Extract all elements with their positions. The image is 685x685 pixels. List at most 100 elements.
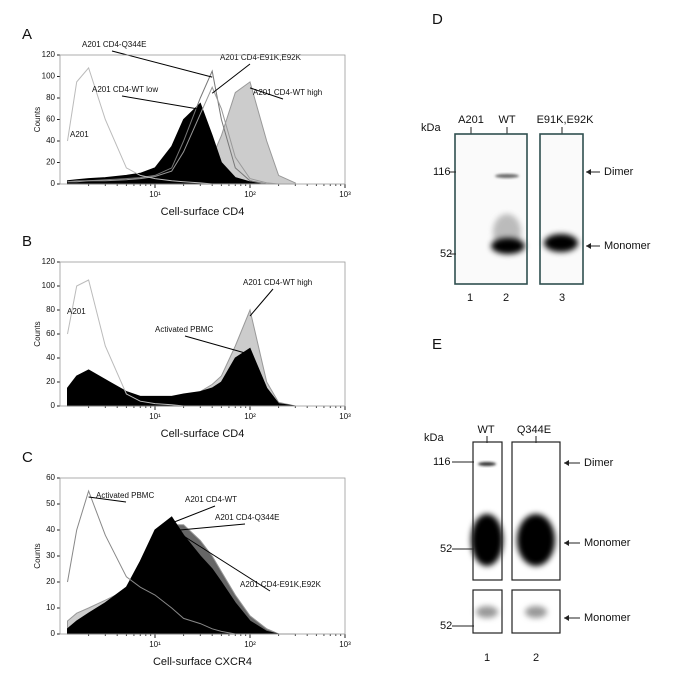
series-label: A201 CD4-WT high: [243, 278, 312, 287]
x-tick-label: 10²: [244, 190, 256, 199]
y-tick-label: 40: [46, 136, 55, 145]
y-axis-label: Counts: [33, 543, 42, 568]
marker: 52: [440, 543, 452, 555]
blot-frame: [511, 441, 561, 581]
y-tick-label: 80: [46, 93, 55, 102]
x-tick-label: 10²: [244, 640, 256, 649]
histogram: [67, 347, 296, 407]
panel-letter: A: [22, 26, 32, 43]
band: [491, 238, 525, 254]
y-tick-label: 20: [46, 377, 55, 386]
unit: kDa: [424, 432, 444, 444]
lane-number: 3: [559, 292, 565, 304]
x-tick-label: 10²: [244, 412, 256, 421]
lane-label: A201: [458, 114, 484, 126]
band: [476, 606, 498, 618]
x-axis-label: Cell-surface CD4: [161, 428, 245, 440]
band: [544, 234, 578, 252]
arrowhead: [564, 540, 569, 546]
leader-line: [249, 87, 284, 100]
series-label: Activated PBMC: [96, 491, 154, 500]
plot-frame: [59, 477, 346, 635]
plot-frame: [59, 54, 346, 185]
y-axis-label: Counts: [33, 321, 42, 346]
histogram: [67, 86, 296, 185]
lane-label: WT: [477, 424, 494, 436]
marker: 52: [440, 248, 452, 260]
blot-e: E kDa WT Q344E 116 52 52 Dimer Monomer M…: [424, 336, 631, 664]
y-tick-label: 100: [42, 72, 56, 81]
lane-number: 2: [503, 292, 509, 304]
leader-line: [121, 95, 201, 110]
band-label: Monomer: [584, 537, 631, 549]
leader-line: [211, 63, 251, 94]
y-tick-label: 100: [42, 281, 56, 290]
marker: 52: [440, 620, 452, 632]
plot-frame: [59, 261, 346, 407]
y-tick-label: 0: [51, 179, 56, 188]
y-tick-label: 20: [46, 158, 55, 167]
series-label: A201 CD4-WT high: [253, 88, 322, 97]
series-label: A201: [70, 130, 89, 139]
band-label: Monomer: [604, 240, 651, 252]
y-tick-label: 80: [46, 305, 55, 314]
blot-frame: [539, 133, 584, 285]
x-tick-label: 10¹: [149, 640, 161, 649]
y-tick-label: 120: [42, 50, 56, 59]
band: [495, 174, 519, 178]
blot: [540, 134, 583, 284]
lane-label: Q344E: [517, 424, 551, 436]
marker: 116: [433, 456, 451, 468]
x-tick-label: 10³: [339, 412, 351, 421]
y-tick-label: 30: [46, 551, 55, 560]
leader-line: [249, 288, 274, 317]
band: [471, 514, 503, 566]
lane-number: 1: [484, 652, 490, 664]
leader-line: [88, 496, 127, 503]
y-tick-label: 60: [46, 473, 55, 482]
x-tick-label: 10³: [339, 190, 351, 199]
series-label: A201 CD4-E91K,E92K: [220, 53, 302, 62]
series-label: A201 CD4-E91K,E92K: [240, 580, 322, 589]
lane-number: 2: [533, 652, 539, 664]
blot-frame: [472, 589, 503, 634]
series-label: A201: [67, 307, 86, 316]
x-tick-label: 10¹: [149, 412, 161, 421]
y-tick-label: 50: [46, 499, 55, 508]
band: [478, 462, 496, 466]
x-tick-label: 10¹: [149, 190, 161, 199]
y-tick-label: 0: [51, 401, 56, 410]
band-label: Dimer: [584, 457, 614, 469]
series-label: A201 CD4-Q344E: [215, 513, 279, 522]
y-tick-label: 20: [46, 577, 55, 586]
lane-number: 1: [467, 292, 473, 304]
leader-line: [184, 335, 251, 355]
arrowhead: [586, 243, 591, 249]
x-tick-label: 10³: [339, 640, 351, 649]
leader-line: [171, 523, 246, 532]
series-label: A201 CD4-Q344E: [82, 40, 146, 49]
panel-letter: D: [432, 11, 443, 28]
y-tick-label: 40: [46, 525, 55, 534]
band-label: Dimer: [604, 166, 634, 178]
y-tick-label: 10: [46, 603, 55, 612]
lane-label: E91K,E92K: [537, 114, 595, 126]
lane-label: WT: [498, 114, 515, 126]
arrowhead: [586, 169, 591, 175]
histogram: [67, 69, 296, 185]
marker: 116: [433, 166, 451, 178]
x-axis-label: Cell-surface CD4: [161, 206, 245, 218]
y-axis-label: Counts: [33, 107, 42, 132]
blot-d: D kDa A201 WT E91K,E92K 116 52 Dimer Mon…: [421, 11, 651, 304]
band: [525, 606, 547, 618]
y-tick-label: 0: [51, 629, 56, 638]
panel-letter: C: [22, 449, 33, 466]
blot-frame: [511, 589, 561, 634]
series-label: A201 CD4-WT low: [92, 85, 158, 94]
series-label: Activated PBMC: [155, 325, 213, 334]
x-axis-label: Cell-surface CXCR4: [153, 656, 252, 668]
y-tick-label: 40: [46, 353, 55, 362]
leader-line: [171, 505, 216, 524]
